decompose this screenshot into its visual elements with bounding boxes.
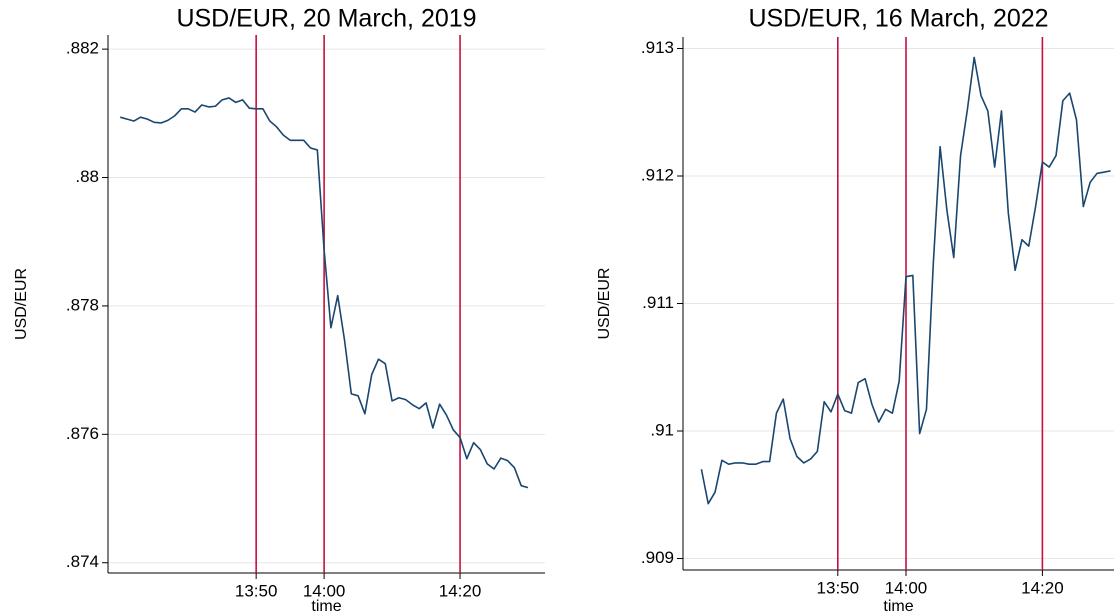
chart-title: USD/EUR, 20 March, 2019 [176,5,476,33]
x-tick-label: 14:20 [1021,578,1064,597]
y-tick-label: .913 [641,38,674,57]
x-tick-label: 14:00 [885,578,928,597]
y-tick-label: .882 [66,39,99,58]
data-line [700,56,1111,505]
y-tick-label: .88 [75,167,99,186]
y-tick-label: .874 [66,552,99,571]
x-axis-title: time [883,598,913,615]
y-tick-label: .91 [650,420,674,439]
x-tick-label: 13:50 [235,581,278,600]
data-line [120,97,529,489]
x-tick-label: 14:20 [439,581,482,600]
chart-title: USD/EUR, 16 March, 2022 [748,5,1048,33]
x-tick-label: 14:00 [303,581,346,600]
y-axis-title: USD/EUR [596,267,613,339]
y-axis-title: USD/EUR [13,268,30,340]
y-tick-label: .911 [642,293,674,312]
y-tick-label: .912 [641,165,674,184]
y-tick-label: .878 [66,295,99,314]
y-tick-label: .909 [641,548,674,567]
y-tick-label: .876 [66,424,99,443]
x-axis-title: time [311,598,341,615]
x-tick-label: 13:50 [817,578,860,597]
